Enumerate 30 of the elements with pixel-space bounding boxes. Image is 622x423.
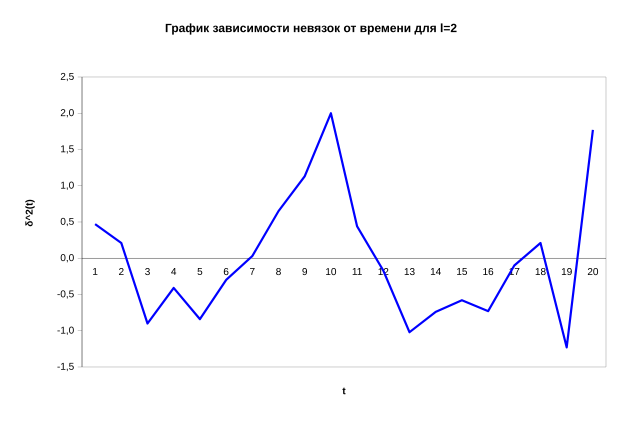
x-tick-label: 3 <box>145 268 150 276</box>
y-tick-label: -1,5 <box>57 362 74 372</box>
y-tick-label: 1,0 <box>61 182 74 190</box>
x-axis-title: t <box>342 388 346 394</box>
x-tick-label: 4 <box>171 268 176 275</box>
x-tick-label: 16 <box>483 268 494 276</box>
y-axis-title: δ^2(t) <box>25 200 35 226</box>
x-tick-label: 19 <box>562 268 572 276</box>
y-tick-label: 2,5 <box>60 72 74 82</box>
x-tick-label: 18 <box>536 268 546 276</box>
x-tick-label: 1 <box>93 268 98 275</box>
x-tick-label: 13 <box>404 268 415 276</box>
chart-title: График зависимости невязок от времени для l=2 <box>166 23 457 35</box>
x-tick-label: 9 <box>302 268 308 276</box>
x-tick-label: 14 <box>430 268 441 275</box>
y-tick-label: 0,0 <box>60 254 74 262</box>
x-tick-label: 10 <box>326 268 336 276</box>
x-tick-label: 5 <box>198 268 202 276</box>
x-tick-label: 11 <box>352 268 362 275</box>
x-tick-label: 15 <box>457 268 468 276</box>
x-tick-label: 2 <box>119 268 124 276</box>
y-tick-label: 2,0 <box>60 109 74 118</box>
x-tick-label: 20 <box>588 268 598 276</box>
y-tick-label: -1,0 <box>57 326 74 335</box>
y-tick-label: 0,5 <box>60 218 74 226</box>
x-tick-label: 7 <box>250 268 255 275</box>
y-tick-label: -0,5 <box>57 290 74 299</box>
y-tick-label: 1,5 <box>61 145 74 154</box>
x-tick-label: 8 <box>276 268 281 276</box>
x-tick-label: 6 <box>224 268 228 276</box>
